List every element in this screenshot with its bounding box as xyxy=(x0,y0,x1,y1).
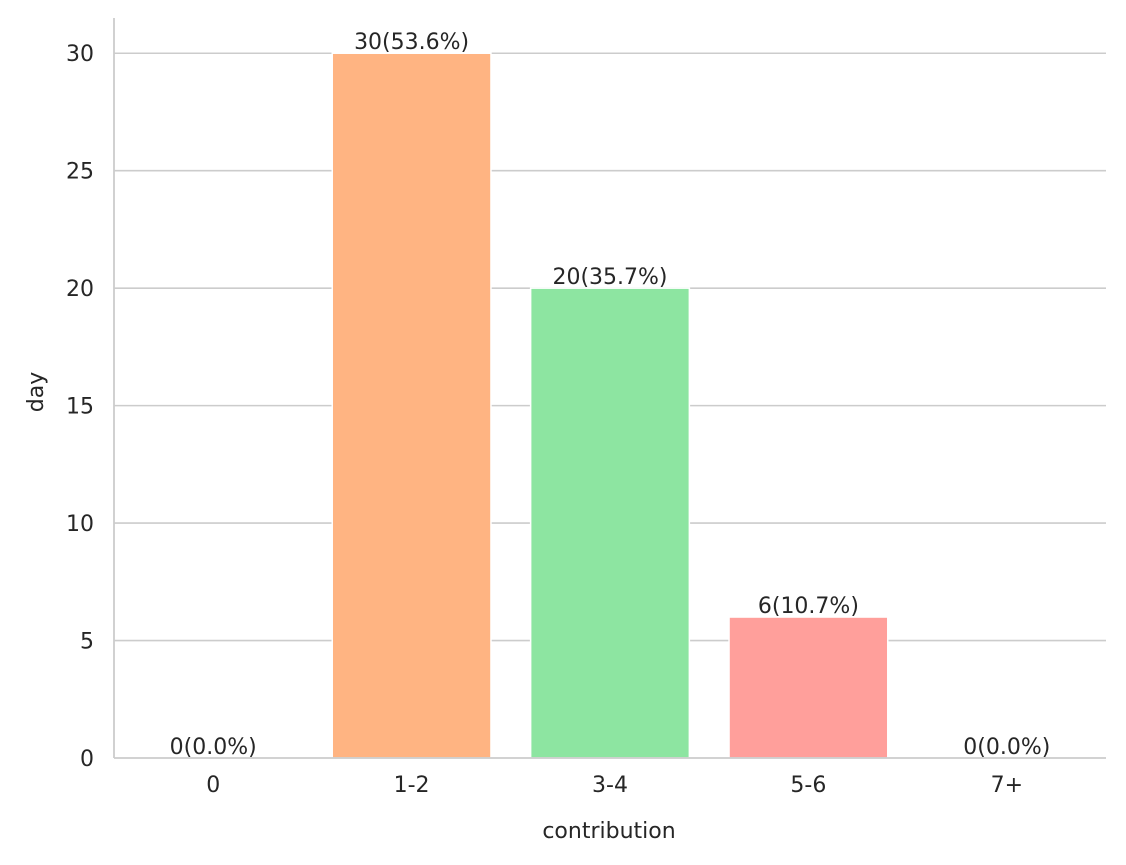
y-tick-labels: 0 5 10 15 20 25 30 xyxy=(66,42,94,772)
y-tick-label: 0 xyxy=(80,747,94,772)
x-tick-label: 0 xyxy=(206,773,220,798)
x-tick-label: 3-4 xyxy=(592,773,628,798)
bar-value-label: 6(10.7%) xyxy=(758,594,859,619)
x-tick-labels: 0 1-2 3-4 5-6 7+ xyxy=(206,773,1023,798)
axis-spines xyxy=(113,18,1106,759)
x-tick-label: 1-2 xyxy=(394,773,430,798)
bar-value-label: 0(0.0%) xyxy=(963,735,1050,760)
y-tick-label: 30 xyxy=(66,42,94,67)
bar-value-label: 30(53.6%) xyxy=(354,30,469,55)
y-tick-label: 10 xyxy=(66,512,94,537)
x-tick-label: 5-6 xyxy=(790,773,826,798)
y-tick-label: 15 xyxy=(66,395,94,420)
bar-value-label: 0(0.0%) xyxy=(170,735,257,760)
y-axis-title: day xyxy=(24,372,49,412)
x-tick-label: 7+ xyxy=(991,773,1023,798)
y-tick-label: 20 xyxy=(66,277,94,302)
bar-value-label: 20(35.7%) xyxy=(552,265,667,290)
x-axis-title: contribution xyxy=(542,819,675,844)
bar-3-4 xyxy=(529,287,691,759)
y-tick-label: 5 xyxy=(80,630,94,655)
bar-1-2 xyxy=(331,52,492,759)
y-tick-label: 25 xyxy=(66,160,94,185)
bar-5-6 xyxy=(728,616,889,759)
bars xyxy=(331,52,889,759)
bar-value-labels: 0(0.0%) 30(53.6%) 20(35.7%) 6(10.7%) 0(0.0%) xyxy=(170,30,1051,760)
